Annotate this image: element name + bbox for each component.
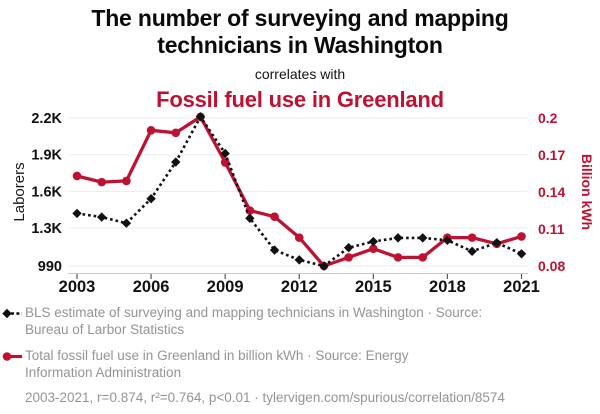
primary-title: The number of surveying and mapping tech… (91, 5, 509, 58)
left-tick-label: 990 (38, 259, 62, 275)
diamond-marker (121, 218, 132, 228)
right-tick-label: 0.08 (538, 258, 565, 274)
diamond-marker (245, 213, 255, 223)
legend-item-technicians: BLS estimate of surveying and mapping te… (2, 304, 588, 338)
black-diamond-dotted-line-icon (2, 308, 22, 319)
x-tick-label: 2012 (281, 278, 318, 296)
right-tick-label: 0.17 (538, 147, 565, 163)
x-tick-label: 2009 (207, 278, 244, 296)
circle-marker (294, 233, 304, 242)
right-tick-label: 0.11 (538, 221, 565, 237)
right-axis-tick-labels: 0.2 0.17 0.14 0.11 0.08 (538, 110, 565, 274)
diamond-marker (516, 249, 527, 259)
x-tick-label: 2018 (429, 278, 466, 296)
circle-marker (97, 177, 106, 187)
diamond-marker (492, 238, 502, 248)
circle-marker (344, 253, 353, 262)
legend-label-fossil-fuel: Total fossil fuel use in Greenland in bi… (25, 348, 409, 380)
circle-marker (245, 206, 255, 215)
legend-item-fossil-fuel: Total fossil fuel use in Greenland in bi… (2, 347, 588, 381)
x-tick-label: 2021 (503, 278, 540, 296)
diamond-marker (171, 157, 181, 167)
left-tick-label: 1.9K (31, 148, 62, 164)
diamond-marker (195, 112, 206, 122)
diamond-marker (442, 235, 453, 246)
x-tick-label: 2003 (59, 278, 96, 296)
diamond-marker (368, 236, 379, 247)
circle-marker (72, 171, 82, 181)
left-tick-label: 1.6K (31, 184, 62, 200)
left-axis-tick-labels: 2.2K 1.9K 1.6K 1.3K 990 (31, 111, 62, 275)
diamond-marker (294, 255, 304, 265)
diamond-marker (220, 148, 230, 159)
right-tick-label: 0.2 (538, 110, 558, 126)
diamond-marker (393, 233, 403, 243)
series-technicians (72, 112, 527, 271)
correlates-with-text: correlates with (254, 66, 346, 82)
red-circle-solid-line-icon (2, 352, 22, 361)
diamond-marker (319, 261, 329, 271)
x-tick-label: 2006 (133, 278, 170, 296)
circle-marker (270, 212, 279, 221)
diamond-marker (96, 212, 107, 222)
circle-marker (418, 253, 428, 262)
stats-and-url-text: 2003-2021, r=0.874, r²=0.764, p<0.01 · t… (25, 390, 505, 405)
circle-marker (146, 126, 156, 135)
plot-area: 2003 2006 2009 2012 2015 2018 2021 2.2K 1.9K 1.6K… (31, 110, 565, 296)
chart-header: The number of surveying and mapping tech… (0, 5, 600, 113)
left-tick-label: 1.3K (31, 221, 62, 237)
legend-label-technicians: BLS estimate of surveying and mapping te… (25, 305, 483, 337)
gridlines (68, 117, 528, 267)
diamond-marker (72, 208, 82, 219)
circle-marker (122, 176, 131, 186)
circle-marker (467, 233, 477, 242)
circle-marker (517, 232, 526, 241)
legend: BLS estimate of surveying and mapping te… (2, 304, 588, 405)
circle-marker (393, 253, 403, 262)
diamond-marker (343, 242, 354, 253)
circle-marker (171, 128, 181, 138)
diamond-marker (146, 194, 156, 204)
diamond-marker (269, 245, 280, 255)
right-tick-label: 0.14 (538, 184, 565, 200)
circle-marker (220, 158, 230, 167)
x-axis: 2003 2006 2009 2012 2015 2018 2021 (59, 273, 540, 296)
secondary-title: Fossil fuel use in Greenland (156, 87, 444, 112)
diamond-marker (467, 246, 477, 257)
diamond-marker (418, 233, 428, 243)
left-tick-label: 2.2K (31, 111, 62, 127)
circle-marker (369, 244, 378, 254)
x-tick-label: 2015 (355, 278, 392, 296)
